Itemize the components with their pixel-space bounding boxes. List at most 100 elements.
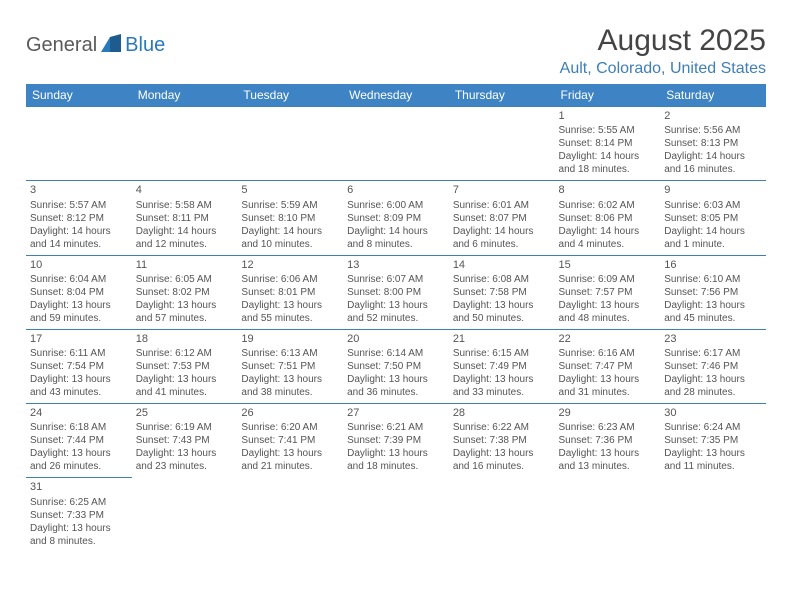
logo-text-general: General [26, 34, 97, 57]
calendar-day-cell: 27Sunrise: 6:21 AMSunset: 7:39 PMDayligh… [343, 404, 449, 478]
calendar-day-cell: 1Sunrise: 5:55 AMSunset: 8:14 PMDaylight… [555, 107, 661, 181]
daylight-line-2: and 45 minutes. [664, 312, 762, 325]
day-number: 23 [664, 332, 762, 346]
sunrise-line: Sunrise: 6:06 AM [241, 273, 339, 286]
daylight-line-2: and 52 minutes. [347, 312, 445, 325]
sunset-line: Sunset: 7:39 PM [347, 434, 445, 447]
weekday-header: Friday [555, 84, 661, 107]
calendar-day-cell [660, 478, 766, 552]
sunrise-line: Sunrise: 6:12 AM [136, 347, 234, 360]
calendar-day-cell: 17Sunrise: 6:11 AMSunset: 7:54 PMDayligh… [26, 329, 132, 403]
daylight-line-1: Daylight: 14 hours [559, 150, 657, 163]
sunrise-line: Sunrise: 5:55 AM [559, 124, 657, 137]
daylight-line-1: Daylight: 13 hours [559, 299, 657, 312]
calendar-day-cell: 7Sunrise: 6:01 AMSunset: 8:07 PMDaylight… [449, 181, 555, 255]
title-block: August 2025 Ault, Colorado, United State… [560, 24, 766, 78]
weekday-header: Monday [132, 84, 238, 107]
day-number: 22 [559, 332, 657, 346]
calendar-day-cell: 31Sunrise: 6:25 AMSunset: 7:33 PMDayligh… [26, 478, 132, 552]
sunset-line: Sunset: 7:44 PM [30, 434, 128, 447]
daylight-line-1: Daylight: 13 hours [559, 447, 657, 460]
daylight-line-1: Daylight: 13 hours [664, 373, 762, 386]
calendar-week-row: 1Sunrise: 5:55 AMSunset: 8:14 PMDaylight… [26, 107, 766, 181]
daylight-line-1: Daylight: 13 hours [664, 299, 762, 312]
daylight-line-2: and 23 minutes. [136, 460, 234, 473]
daylight-line-1: Daylight: 14 hours [559, 225, 657, 238]
daylight-line-1: Daylight: 13 hours [136, 373, 234, 386]
daylight-line-1: Daylight: 13 hours [453, 447, 551, 460]
day-number: 26 [241, 406, 339, 420]
sunset-line: Sunset: 8:09 PM [347, 212, 445, 225]
daylight-line-1: Daylight: 13 hours [347, 373, 445, 386]
calendar-day-cell: 2Sunrise: 5:56 AMSunset: 8:13 PMDaylight… [660, 107, 766, 181]
calendar-day-cell [237, 107, 343, 181]
calendar-day-cell: 26Sunrise: 6:20 AMSunset: 7:41 PMDayligh… [237, 404, 343, 478]
day-number: 2 [664, 109, 762, 123]
sunset-line: Sunset: 8:01 PM [241, 286, 339, 299]
daylight-line-1: Daylight: 13 hours [241, 299, 339, 312]
location-text: Ault, Colorado, United States [560, 60, 766, 78]
sunset-line: Sunset: 8:05 PM [664, 212, 762, 225]
calendar-day-cell: 9Sunrise: 6:03 AMSunset: 8:05 PMDaylight… [660, 181, 766, 255]
daylight-line-2: and 1 minute. [664, 238, 762, 251]
calendar-day-cell: 11Sunrise: 6:05 AMSunset: 8:02 PMDayligh… [132, 255, 238, 329]
daylight-line-2: and 12 minutes. [136, 238, 234, 251]
daylight-line-2: and 33 minutes. [453, 386, 551, 399]
daylight-line-2: and 38 minutes. [241, 386, 339, 399]
daylight-line-2: and 48 minutes. [559, 312, 657, 325]
calendar-day-cell [343, 478, 449, 552]
day-number: 4 [136, 183, 234, 197]
daylight-line-1: Daylight: 13 hours [241, 447, 339, 460]
sunrise-line: Sunrise: 5:59 AM [241, 199, 339, 212]
daylight-line-1: Daylight: 14 hours [30, 225, 128, 238]
daylight-line-1: Daylight: 13 hours [30, 299, 128, 312]
sunset-line: Sunset: 7:47 PM [559, 360, 657, 373]
calendar-day-cell: 29Sunrise: 6:23 AMSunset: 7:36 PMDayligh… [555, 404, 661, 478]
day-number: 19 [241, 332, 339, 346]
sunrise-line: Sunrise: 6:11 AM [30, 347, 128, 360]
day-number: 30 [664, 406, 762, 420]
day-number: 12 [241, 258, 339, 272]
sunset-line: Sunset: 8:14 PM [559, 137, 657, 150]
calendar-day-cell: 24Sunrise: 6:18 AMSunset: 7:44 PMDayligh… [26, 404, 132, 478]
sunset-line: Sunset: 7:50 PM [347, 360, 445, 373]
day-number: 18 [136, 332, 234, 346]
day-number: 6 [347, 183, 445, 197]
sunrise-line: Sunrise: 6:03 AM [664, 199, 762, 212]
sunset-line: Sunset: 8:04 PM [30, 286, 128, 299]
calendar-day-cell: 28Sunrise: 6:22 AMSunset: 7:38 PMDayligh… [449, 404, 555, 478]
sunrise-line: Sunrise: 6:21 AM [347, 421, 445, 434]
daylight-line-2: and 16 minutes. [453, 460, 551, 473]
calendar-day-cell [26, 107, 132, 181]
day-number: 11 [136, 258, 234, 272]
sunset-line: Sunset: 8:12 PM [30, 212, 128, 225]
calendar-day-cell: 21Sunrise: 6:15 AMSunset: 7:49 PMDayligh… [449, 329, 555, 403]
calendar-body: 1Sunrise: 5:55 AMSunset: 8:14 PMDaylight… [26, 107, 766, 552]
logo-text-blue: Blue [125, 34, 165, 57]
daylight-line-1: Daylight: 14 hours [347, 225, 445, 238]
sunset-line: Sunset: 7:46 PM [664, 360, 762, 373]
weekday-header: Thursday [449, 84, 555, 107]
calendar-day-cell: 30Sunrise: 6:24 AMSunset: 7:35 PMDayligh… [660, 404, 766, 478]
weekday-header-row: Sunday Monday Tuesday Wednesday Thursday… [26, 84, 766, 107]
calendar-week-row: 17Sunrise: 6:11 AMSunset: 7:54 PMDayligh… [26, 329, 766, 403]
day-number: 17 [30, 332, 128, 346]
sunrise-line: Sunrise: 5:56 AM [664, 124, 762, 137]
daylight-line-2: and 18 minutes. [347, 460, 445, 473]
sunrise-line: Sunrise: 6:08 AM [453, 273, 551, 286]
sunset-line: Sunset: 7:53 PM [136, 360, 234, 373]
sunset-line: Sunset: 7:35 PM [664, 434, 762, 447]
day-number: 7 [453, 183, 551, 197]
calendar-day-cell: 13Sunrise: 6:07 AMSunset: 8:00 PMDayligh… [343, 255, 449, 329]
calendar-day-cell [132, 107, 238, 181]
day-number: 21 [453, 332, 551, 346]
calendar-day-cell [449, 478, 555, 552]
daylight-line-1: Daylight: 13 hours [453, 373, 551, 386]
sunset-line: Sunset: 7:43 PM [136, 434, 234, 447]
sunset-line: Sunset: 7:36 PM [559, 434, 657, 447]
header-row: General Blue August 2025 Ault, Colorado,… [26, 24, 766, 78]
sunrise-line: Sunrise: 6:00 AM [347, 199, 445, 212]
sunrise-line: Sunrise: 6:04 AM [30, 273, 128, 286]
daylight-line-2: and 10 minutes. [241, 238, 339, 251]
calendar-day-cell: 22Sunrise: 6:16 AMSunset: 7:47 PMDayligh… [555, 329, 661, 403]
